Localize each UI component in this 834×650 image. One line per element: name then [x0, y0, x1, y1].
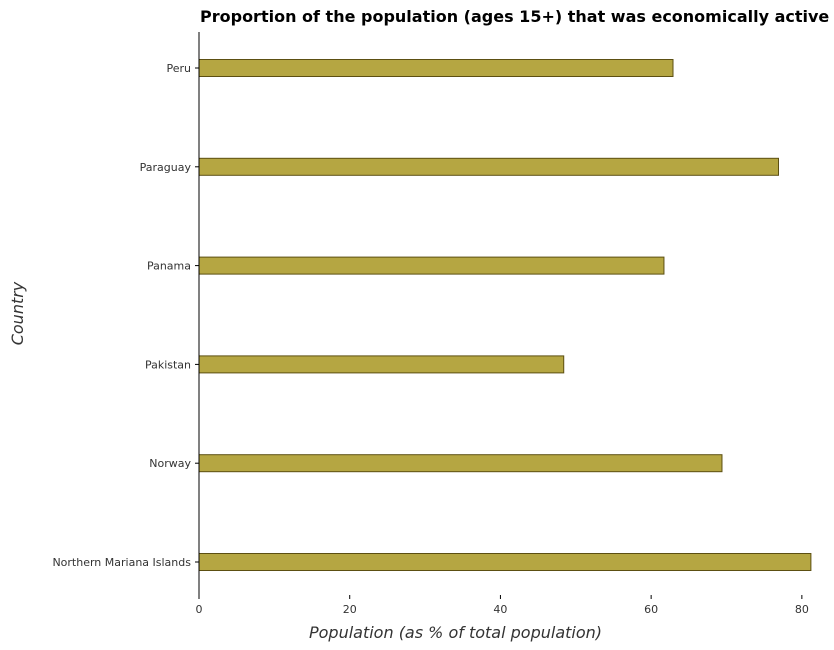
x-axis: 0 20 40 60 80 — [196, 595, 809, 616]
bar-peru — [198, 59, 674, 77]
y-tick-label: Panama — [147, 260, 191, 273]
bar-pakistan — [198, 355, 565, 374]
x-tick-label: 80 — [795, 603, 809, 616]
y-axis-label: Country — [8, 281, 27, 345]
y-tick-label: Norway — [149, 457, 191, 470]
bar-northern-mariana-islands — [198, 553, 812, 571]
y-tick-label: Peru — [166, 62, 191, 75]
x-tick-label: 20 — [343, 603, 357, 616]
bars-group — [198, 59, 812, 571]
bar-panama — [198, 256, 665, 275]
bar-paraguay — [198, 157, 779, 176]
x-tick-label: 60 — [644, 603, 658, 616]
y-tick-label: Pakistan — [145, 358, 191, 371]
chart-title: Proportion of the population (ages 15+) … — [200, 7, 834, 26]
x-axis-label: Population (as % of total population) — [309, 623, 602, 642]
bar-norway — [198, 454, 723, 473]
y-axis: Northern Mariana Islands Norway Pakistan Pa… — [52, 32, 200, 595]
y-tick-label: Northern Mariana Islands — [52, 556, 191, 569]
y-tick-label: Paraguay — [140, 161, 192, 174]
x-tick-label: 0 — [196, 603, 203, 616]
x-tick-label: 40 — [493, 603, 507, 616]
